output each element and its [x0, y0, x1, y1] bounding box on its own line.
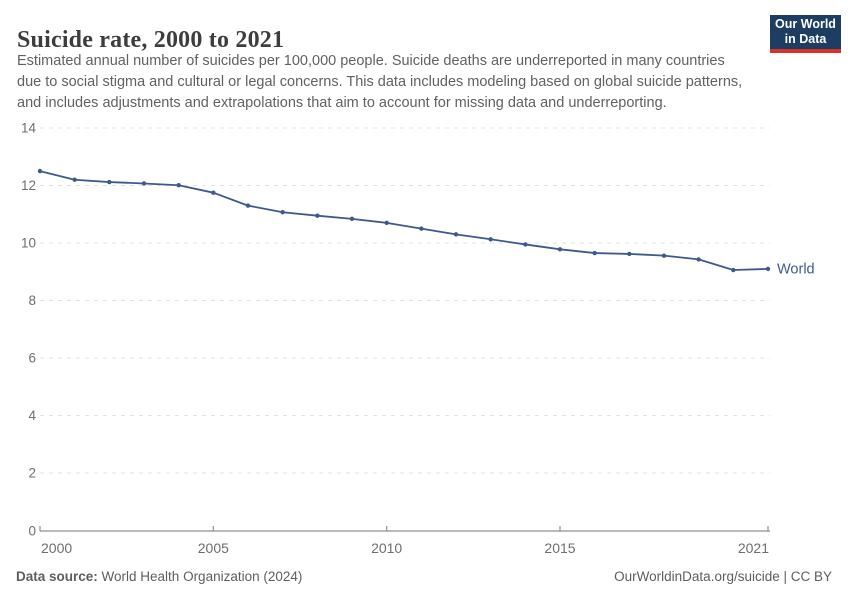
x-tick-label: 2021: [738, 540, 769, 556]
data-source: Data source: World Health Organization (…: [16, 569, 302, 584]
data-point[interactable]: [765, 266, 771, 272]
attribution-link[interactable]: OurWorldinData.org/suicide | CC BY: [614, 569, 832, 584]
x-tick-label: 2010: [371, 540, 402, 556]
data-point[interactable]: [315, 213, 320, 218]
data-point[interactable]: [211, 190, 216, 195]
data-point[interactable]: [141, 181, 147, 186]
page-subtitle: Estimated annual number of suicides per …: [17, 51, 742, 114]
data-point[interactable]: [349, 216, 355, 222]
x-tick-label: 2000: [41, 540, 72, 556]
data-source-label: Data source:: [16, 569, 98, 584]
data-point[interactable]: [384, 220, 389, 226]
data-point[interactable]: [696, 257, 701, 262]
series-end-label[interactable]: World: [777, 261, 815, 277]
data-point[interactable]: [523, 242, 528, 247]
data-point[interactable]: [488, 237, 493, 242]
owid-logo[interactable]: Our World in Data: [770, 15, 841, 53]
data-point[interactable]: [557, 247, 563, 252]
data-point[interactable]: [176, 183, 181, 188]
x-tick-label: 2005: [198, 540, 229, 556]
data-point[interactable]: [37, 168, 43, 174]
data-point[interactable]: [280, 210, 285, 215]
y-tick-label: 4: [28, 408, 36, 423]
logo-line-2: in Data: [784, 32, 827, 46]
subtitle-line: and includes adjustments and extrapolati…: [17, 95, 667, 111]
y-tick-label: 6: [28, 351, 36, 366]
footer: Data source: World Health Organization (…: [16, 569, 832, 584]
world-line: [39, 170, 769, 271]
data-source-value: World Health Organization (2024): [97, 569, 303, 584]
page-title: Suicide rate, 2000 to 2021: [17, 27, 285, 54]
data-point[interactable]: [419, 226, 424, 231]
x-tick-label: 2015: [544, 540, 575, 556]
data-point[interactable]: [661, 253, 667, 258]
data-point[interactable]: [107, 179, 112, 185]
y-tick-label: 0: [28, 524, 36, 539]
data-point[interactable]: [245, 203, 251, 208]
y-tick-label: 12: [21, 178, 36, 193]
data-point[interactable]: [592, 250, 597, 256]
y-tick-label: 8: [28, 293, 36, 308]
data-point[interactable]: [72, 177, 77, 182]
data-point[interactable]: [627, 251, 632, 257]
y-tick-label: 2: [28, 466, 36, 481]
subtitle-line: Estimated annual number of suicides per …: [17, 53, 725, 69]
data-point[interactable]: [731, 267, 736, 273]
y-tick-label: 10: [21, 236, 36, 251]
subtitle-line: due to social stigma and cultural or leg…: [17, 74, 743, 90]
data-point[interactable]: [453, 232, 459, 237]
y-tick-label: 14: [21, 121, 37, 136]
logo-line-1: Our World: [775, 17, 836, 31]
